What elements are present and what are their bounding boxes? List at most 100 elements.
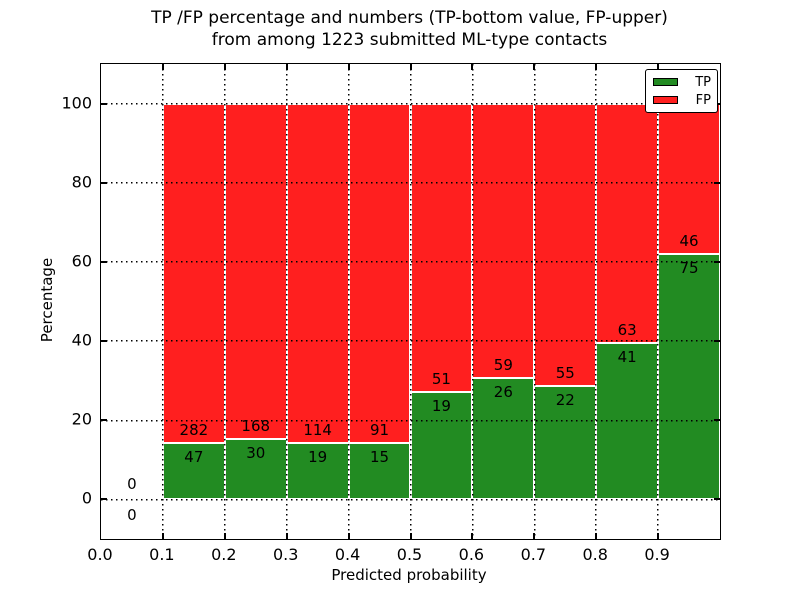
x-tick-label: 0.5 xyxy=(396,545,423,564)
tp-count-label: 15 xyxy=(370,448,390,467)
tp-count-label: 22 xyxy=(555,391,575,410)
y-tick-mark xyxy=(101,181,107,184)
y-tick-label: 40 xyxy=(71,330,92,350)
x-tick-mark xyxy=(657,533,660,539)
bar-fp-segment xyxy=(472,103,535,379)
x-tick-label: 0.7 xyxy=(520,545,547,564)
x-tick-mark-top xyxy=(409,64,412,70)
y-tick-label: 20 xyxy=(71,409,92,429)
y-tick-mark xyxy=(101,340,107,343)
y-tick-mark xyxy=(101,419,107,422)
tp-count-label: 0 xyxy=(127,506,137,525)
x-tick-label: 0.8 xyxy=(582,545,608,564)
y-tick-mark xyxy=(101,260,107,263)
x-tick-label: 0.1 xyxy=(149,545,175,564)
x-tick-mark xyxy=(285,533,288,539)
y-tick-mark-right xyxy=(714,340,720,343)
v-gridline xyxy=(285,64,288,539)
bar-tp-segment xyxy=(162,442,225,500)
tp-count-label: 19 xyxy=(431,396,451,415)
x-tick-mark xyxy=(223,533,226,539)
chart-title: TP /FP percentage and numbers (TP-bottom… xyxy=(100,7,719,51)
chart-title-line2: from among 1223 submitted ML-type contac… xyxy=(211,30,608,50)
y-tick-label: 80 xyxy=(71,172,92,192)
x-tick-label: 0.9 xyxy=(644,545,670,564)
tp-count-label: 19 xyxy=(308,447,328,466)
bar-tp-segment xyxy=(472,378,535,500)
tp-count-label: 47 xyxy=(184,447,204,466)
y-tick-mark xyxy=(101,498,107,501)
v-gridline xyxy=(657,64,660,539)
x-tick-mark-top xyxy=(657,64,660,70)
y-tick-mark xyxy=(101,102,107,105)
y-axis-label: Percentage xyxy=(38,257,56,343)
bar-fp-segment xyxy=(224,103,287,440)
x-tick-mark-top xyxy=(533,64,536,70)
bar-fp-segment xyxy=(410,103,473,392)
legend-item-tp: TP xyxy=(653,76,711,89)
y-tick-mark-right xyxy=(714,260,720,263)
fp-count-label: 46 xyxy=(679,232,699,251)
fp-count-label: 0 xyxy=(127,475,137,494)
fp-count-label: 114 xyxy=(303,420,332,439)
x-tick-mark-top xyxy=(285,64,288,70)
v-gridline xyxy=(162,64,165,539)
legend-label-fp: FP xyxy=(695,92,711,108)
v-gridline xyxy=(347,64,350,539)
fp-count-label: 55 xyxy=(555,364,575,383)
fp-count-label: 51 xyxy=(431,369,451,388)
bar-tp-segment xyxy=(658,254,720,500)
x-tick-mark xyxy=(347,533,350,539)
x-tick-label: 0.0 xyxy=(87,545,113,564)
v-gridline xyxy=(409,64,412,539)
y-tick-mark-right xyxy=(714,498,720,501)
x-tick-mark xyxy=(409,533,412,539)
x-tick-mark-top xyxy=(223,64,226,70)
fp-count-label: 63 xyxy=(617,321,637,340)
fp-count-label: 168 xyxy=(241,417,271,436)
x-tick-mark-top xyxy=(595,64,598,70)
y-tick-mark-right xyxy=(714,181,720,184)
y-tick-mark-right xyxy=(714,419,720,422)
bar-fp-segment xyxy=(596,103,659,344)
tp-color-swatch xyxy=(653,78,678,86)
x-tick-label: 0.3 xyxy=(272,545,299,564)
x-tick-label: 0.6 xyxy=(458,545,485,564)
bar-fp-segment xyxy=(286,103,349,443)
x-tick-label: 0.4 xyxy=(334,545,361,564)
v-gridline xyxy=(224,64,227,539)
x-tick-mark xyxy=(161,533,164,539)
fp-count-label: 282 xyxy=(179,420,209,439)
x-tick-label: 0.2 xyxy=(211,545,237,564)
bar-fp-segment xyxy=(348,103,411,444)
x-tick-mark-top xyxy=(347,64,350,70)
legend-item-fp: FP xyxy=(653,94,711,107)
bar-tp-segment xyxy=(224,439,287,500)
x-tick-mark-top xyxy=(471,64,474,70)
tp-count-label: 26 xyxy=(493,383,513,402)
x-axis-label: Predicted probability xyxy=(331,566,487,584)
bar-fp-segment xyxy=(162,103,225,443)
bar-fp-segment xyxy=(534,103,597,387)
legend: TP FP xyxy=(645,69,718,113)
fp-count-label: 59 xyxy=(493,356,513,375)
fp-color-swatch xyxy=(653,96,678,104)
v-gridline xyxy=(595,64,598,539)
y-tick-label: 60 xyxy=(71,251,92,271)
tp-count-label: 41 xyxy=(617,348,637,367)
tp-count-label: 30 xyxy=(246,444,266,463)
v-gridline xyxy=(471,64,474,539)
x-tick-mark xyxy=(533,533,536,539)
y-tick-label: 0 xyxy=(81,488,92,508)
legend-label-tp: TP xyxy=(695,74,711,90)
x-tick-mark-top xyxy=(161,64,164,70)
fp-count-label: 91 xyxy=(370,421,390,440)
x-tick-mark xyxy=(595,533,598,539)
tp-count-label: 75 xyxy=(679,259,699,278)
chart-title-line1: TP /FP percentage and numbers (TP-bottom… xyxy=(151,8,668,28)
y-tick-label: 100 xyxy=(61,93,92,113)
v-gridline xyxy=(533,64,536,539)
plot-area: 0 0 282 47 168 30 114 19 91 15 51 19 59 26 55 22 63 41 46 7… xyxy=(100,63,721,540)
x-tick-mark xyxy=(471,533,474,539)
